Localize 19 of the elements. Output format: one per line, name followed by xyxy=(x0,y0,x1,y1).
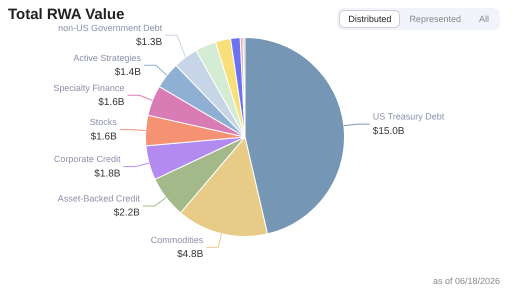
text: as of 06/18/2026 xyxy=(432,276,500,286)
slice-label: Corporate Credit xyxy=(54,154,121,164)
data-label: $1.8B xyxy=(94,168,121,180)
slice-label: Specialty Finance xyxy=(53,82,124,93)
data-label: $1.6B xyxy=(90,131,118,142)
slice-label: Active Strategies xyxy=(73,52,142,63)
data-label: $15.0B xyxy=(372,126,405,137)
data-label: $1.6B xyxy=(98,97,125,108)
slice-label: non-US Government Debt xyxy=(58,22,163,33)
slice-label: Commodities xyxy=(150,234,204,245)
slice-label: Stocks xyxy=(90,117,118,128)
chart-title: Total RWA Value xyxy=(8,6,124,23)
data-label: $4.8B xyxy=(177,249,204,260)
slice-label: Asset-Backed Credit xyxy=(58,193,140,204)
slice-label: US Treasury Debt xyxy=(372,112,445,122)
data-label: $1.3B xyxy=(136,37,162,48)
data-label: $1.4B xyxy=(114,67,142,78)
view-toggle: Distributed Represented All xyxy=(337,8,500,30)
data-label: $2.2B xyxy=(114,208,140,219)
